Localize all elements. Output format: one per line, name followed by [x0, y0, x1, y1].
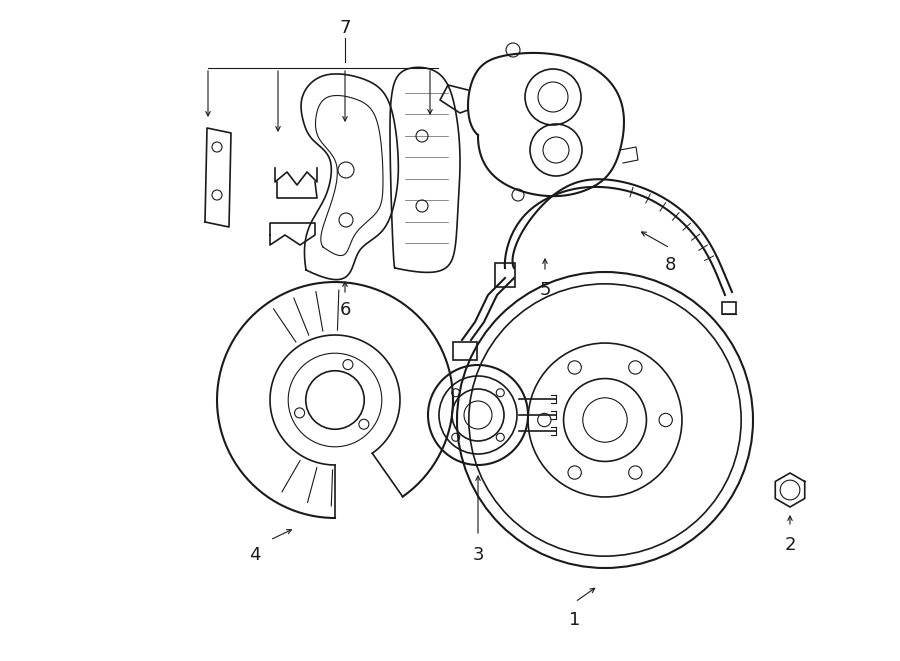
Bar — [495, 263, 515, 287]
Text: 2: 2 — [784, 536, 796, 554]
Text: 7: 7 — [339, 19, 351, 37]
Text: 5: 5 — [539, 281, 551, 299]
Bar — [722, 302, 736, 314]
Text: 6: 6 — [339, 301, 351, 319]
Text: 8: 8 — [664, 256, 676, 274]
Text: 3: 3 — [472, 546, 484, 564]
Text: 4: 4 — [249, 546, 261, 564]
Bar — [453, 342, 477, 360]
Text: 1: 1 — [570, 611, 580, 629]
